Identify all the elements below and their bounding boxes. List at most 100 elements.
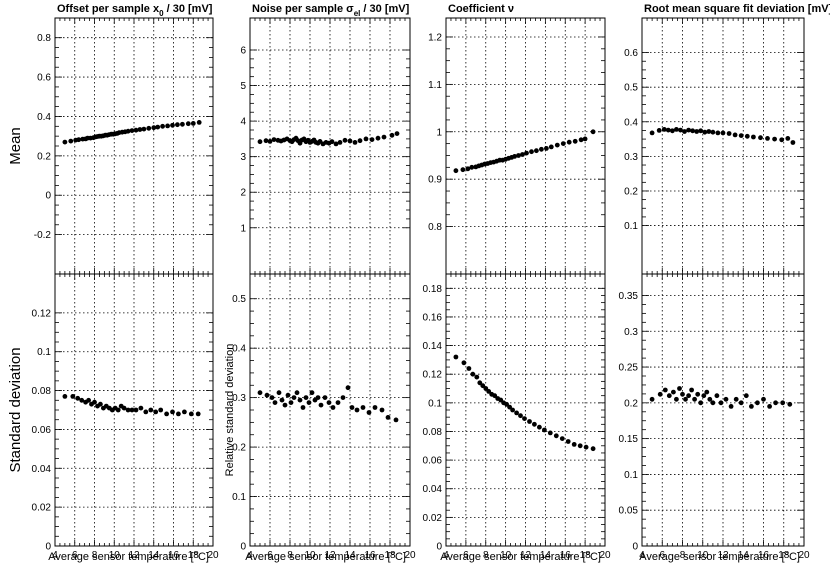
- data-point: [674, 396, 679, 402]
- data-point: [649, 130, 655, 136]
- data-point: [372, 405, 378, 410]
- data-point: [728, 404, 734, 409]
- y-tick-label: 2: [240, 188, 246, 199]
- data-point: [534, 148, 539, 154]
- x-tick-label: 12: [324, 550, 336, 561]
- y-tick-label: 0.18: [423, 284, 443, 295]
- data-point: [758, 135, 763, 141]
- y-tick-label: 0.02: [32, 503, 52, 514]
- data-point: [492, 393, 498, 399]
- data-point: [306, 400, 312, 405]
- data-point: [542, 427, 547, 433]
- y-tick-label: 0.2: [37, 151, 51, 162]
- data-point: [164, 411, 170, 417]
- y-axis-label: Relative standard deviation: [224, 344, 236, 477]
- data-point: [79, 397, 85, 403]
- data-point: [560, 141, 566, 147]
- data-point: [70, 394, 76, 399]
- y-tick-label: 0.3: [624, 327, 638, 338]
- x-tick-label: 6: [463, 550, 469, 561]
- panel-rms_mean: 0.1 0.2 0.3 0.4 0.5 0.6 Root mean square fit d…: [624, 3, 830, 275]
- data-point: [772, 136, 777, 142]
- data-point: [537, 424, 542, 430]
- data-point: [510, 407, 515, 413]
- y-tick-label: 0.6: [37, 73, 51, 84]
- data-point: [474, 374, 480, 380]
- panel-noise_mean: 1 2 3 4 5 6 Noise per sample σel / 30 [mV]: [240, 3, 411, 275]
- data-point: [477, 380, 483, 386]
- y-tick-label: 0.06: [32, 425, 52, 436]
- y-tick-label: 1: [436, 127, 442, 138]
- x-tick-label: 6: [659, 550, 665, 561]
- y-tick-label: 0.1: [624, 470, 638, 481]
- y-tick-label: 0.9: [428, 175, 442, 186]
- data-point: [590, 446, 596, 452]
- data-point: [662, 387, 668, 393]
- x-tick-label: 10: [304, 550, 316, 561]
- data-point: [394, 131, 400, 137]
- y-tick-label: 0: [436, 542, 442, 553]
- data-point: [516, 153, 521, 158]
- y-tick-label: 0.4: [624, 117, 638, 128]
- x-tick-label: 12: [520, 550, 532, 561]
- x-tick-label: 6: [72, 550, 78, 561]
- x-tick-label: 14: [148, 550, 160, 561]
- y-tick-label: 0.04: [423, 484, 443, 495]
- y-tick-label: 6: [240, 46, 246, 57]
- data-point: [129, 407, 135, 413]
- data-point: [674, 126, 679, 132]
- y-tick-label: 0: [45, 542, 51, 553]
- y-tick-label: 0.4: [232, 344, 246, 355]
- data-point: [548, 144, 554, 150]
- data-point: [389, 132, 395, 138]
- x-tick-label: 4: [639, 550, 645, 561]
- x-tick-label: 20: [207, 550, 219, 561]
- y-tick-label: 0.8: [37, 33, 51, 44]
- panel-offset_sd: 0 0.02 0.04 0.06 0.08 0.1 0.12 Standard deviati…: [7, 273, 219, 563]
- panel-coef_mean: 0.8 0.9 1 1.1 1.2 Coefficient ν: [428, 3, 606, 275]
- data-point: [315, 395, 321, 400]
- panel-frame: [249, 273, 411, 547]
- x-tick-label: 16: [364, 550, 376, 561]
- data-point: [282, 402, 288, 408]
- data-point: [349, 405, 355, 410]
- data-point: [524, 150, 529, 156]
- x-tick-label: 10: [500, 550, 512, 561]
- data-point: [267, 139, 273, 144]
- data-point: [309, 390, 315, 396]
- data-point: [529, 149, 534, 155]
- x-tick-label: 16: [560, 550, 572, 561]
- data-point: [738, 133, 744, 139]
- data-point: [702, 129, 708, 135]
- data-point: [657, 391, 663, 397]
- data-point: [257, 139, 263, 145]
- y-tick-label: 0.5: [624, 83, 638, 94]
- x-tick-label: 18: [384, 550, 396, 561]
- data-point: [738, 400, 744, 406]
- data-point: [480, 383, 486, 389]
- y-tick-label: 0.25: [619, 363, 639, 374]
- data-point: [761, 396, 766, 402]
- data-point: [755, 400, 760, 406]
- data-point: [743, 393, 749, 399]
- data-point: [710, 400, 716, 406]
- data-point: [129, 128, 135, 134]
- x-tick-label: 8: [483, 550, 489, 561]
- data-point: [363, 136, 369, 142]
- panel-title: Coefficient ν: [448, 3, 514, 15]
- y-tick-label: 0.12: [32, 308, 52, 319]
- data-point: [539, 146, 544, 152]
- data-point: [751, 134, 756, 140]
- data-point: [98, 401, 103, 407]
- data-point: [565, 439, 571, 444]
- data-point: [715, 130, 721, 136]
- y-tick-label: 0.2: [624, 186, 638, 197]
- data-point: [692, 396, 697, 402]
- y-tick-label: 0.1: [624, 221, 638, 232]
- x-tick-label: 4: [443, 550, 449, 561]
- data-point: [698, 400, 704, 406]
- data-point: [160, 123, 166, 129]
- data-point: [779, 137, 785, 143]
- data-point: [170, 409, 175, 415]
- data-point: [671, 389, 676, 395]
